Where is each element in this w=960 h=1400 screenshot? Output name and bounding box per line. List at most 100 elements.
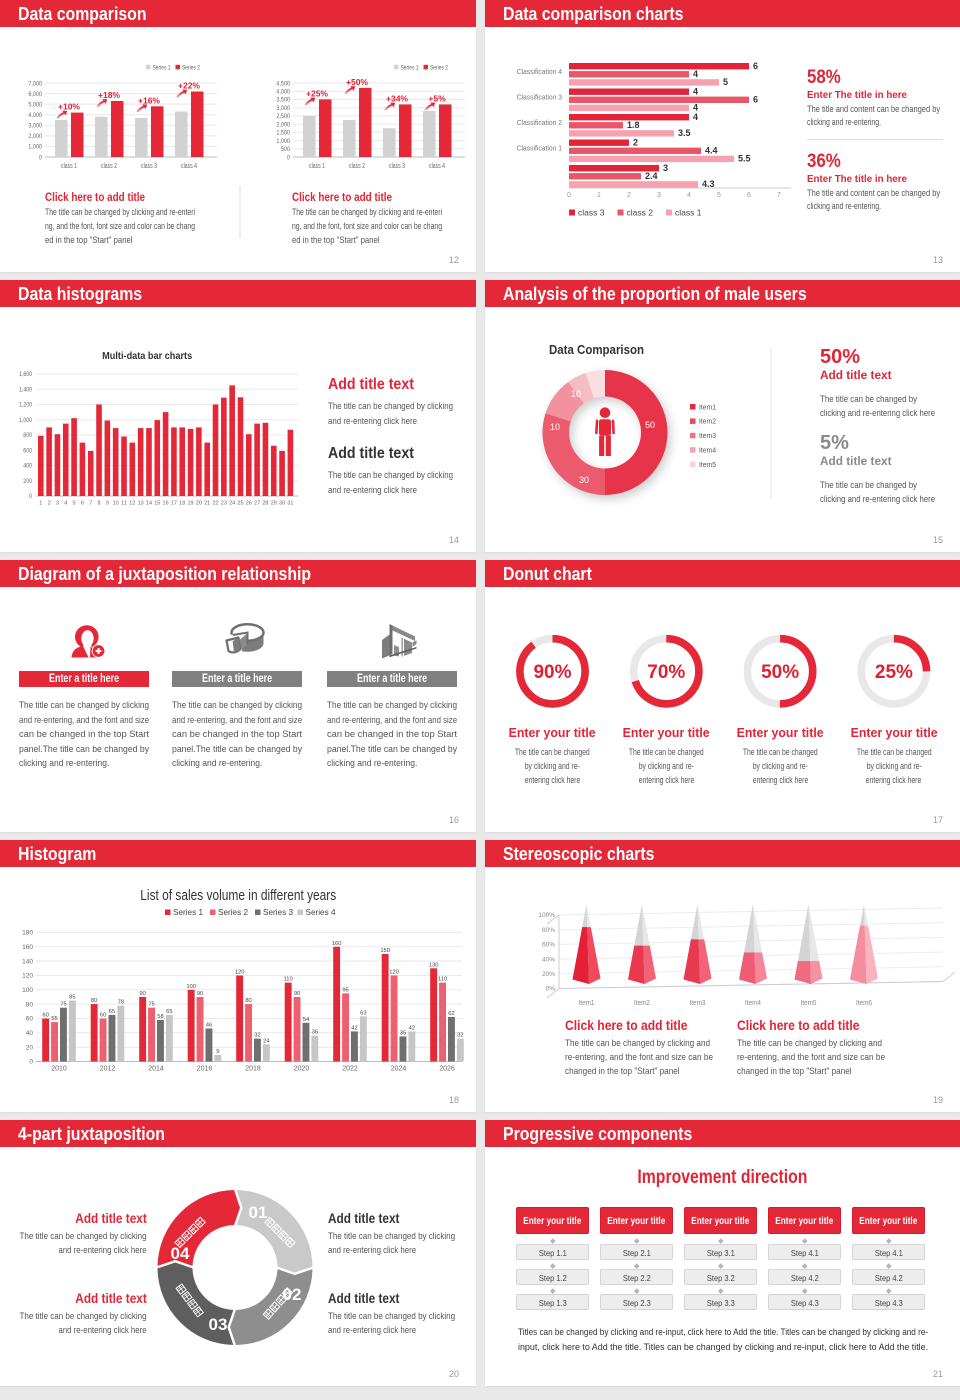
- svg-text:15: 15: [154, 501, 160, 507]
- svg-text:5: 5: [73, 501, 76, 507]
- svg-text:4.4: 4.4: [705, 146, 718, 156]
- svg-text:2026: 2026: [439, 1066, 455, 1073]
- svg-text:Item4: Item4: [745, 1000, 761, 1007]
- svg-text:19: 19: [187, 501, 193, 507]
- svg-text:4: 4: [693, 112, 698, 122]
- svg-text:6: 6: [753, 61, 758, 71]
- svg-text:22: 22: [212, 501, 218, 507]
- svg-text:Item3: Item3: [699, 431, 716, 440]
- svg-text:50%: 50%: [761, 662, 799, 683]
- svg-text:Series 1: Series 1: [401, 65, 419, 72]
- svg-text:16: 16: [163, 501, 169, 507]
- svg-text:+50%: +50%: [346, 77, 368, 87]
- svg-text:Series 2: Series 2: [218, 908, 249, 917]
- svg-text:1,400: 1,400: [19, 386, 32, 393]
- svg-text:11: 11: [121, 501, 127, 507]
- svg-text:100: 100: [22, 987, 33, 994]
- svg-text:42: 42: [409, 1025, 415, 1031]
- svg-text:2: 2: [48, 501, 51, 507]
- svg-text:7: 7: [89, 501, 92, 507]
- svg-text:3,000: 3,000: [28, 123, 42, 130]
- svg-text:160: 160: [22, 944, 33, 951]
- svg-text:65: 65: [109, 1009, 115, 1015]
- svg-text:20%: 20%: [542, 971, 555, 978]
- svg-text:4: 4: [64, 501, 67, 507]
- svg-text:5.5: 5.5: [738, 154, 751, 164]
- svg-text:4.3: 4.3: [702, 179, 715, 189]
- svg-text:110: 110: [284, 977, 293, 983]
- svg-text:23: 23: [221, 501, 227, 507]
- svg-text:2016: 2016: [197, 1066, 213, 1073]
- svg-text:100%: 100%: [538, 912, 555, 919]
- svg-text:2.4: 2.4: [645, 171, 658, 181]
- svg-text:9: 9: [216, 1049, 219, 1055]
- svg-text:class 2: class 2: [349, 163, 365, 170]
- svg-text:58: 58: [157, 1014, 163, 1020]
- svg-text:2,000: 2,000: [28, 133, 42, 140]
- svg-text:60: 60: [100, 1012, 106, 1018]
- svg-text:90: 90: [294, 991, 300, 997]
- svg-text:31: 31: [287, 501, 293, 507]
- svg-text:26: 26: [246, 501, 252, 507]
- svg-text:1.8: 1.8: [627, 120, 640, 130]
- svg-text:80: 80: [26, 1001, 34, 1008]
- svg-text:3: 3: [657, 192, 661, 199]
- svg-text:60: 60: [42, 1012, 48, 1018]
- svg-text:class 2: class 2: [627, 208, 654, 218]
- svg-text:Item1: Item1: [699, 402, 716, 411]
- svg-text:2012: 2012: [100, 1066, 116, 1073]
- svg-text:3,500: 3,500: [276, 97, 290, 104]
- svg-text:25: 25: [237, 501, 243, 507]
- svg-text:1: 1: [597, 192, 601, 199]
- svg-text:Series 3: Series 3: [263, 908, 294, 917]
- svg-text:class 4: class 4: [181, 163, 197, 170]
- svg-text:4: 4: [693, 86, 698, 96]
- svg-text:6: 6: [747, 192, 751, 199]
- svg-text:54: 54: [303, 1017, 310, 1023]
- svg-text:65: 65: [166, 1009, 172, 1015]
- svg-text:27: 27: [254, 501, 260, 507]
- svg-text:2024: 2024: [391, 1066, 407, 1073]
- svg-text:63: 63: [360, 1010, 366, 1016]
- svg-text:14: 14: [146, 501, 152, 507]
- svg-text:42: 42: [351, 1025, 357, 1031]
- svg-text:10: 10: [550, 422, 560, 432]
- svg-text:32: 32: [457, 1033, 463, 1039]
- svg-text:21: 21: [204, 501, 210, 507]
- svg-text:150: 150: [380, 948, 390, 954]
- svg-text:24: 24: [263, 1038, 270, 1044]
- svg-text:Series 1: Series 1: [173, 908, 204, 917]
- svg-text:20: 20: [196, 501, 202, 507]
- svg-text:90: 90: [139, 991, 145, 997]
- svg-text:32: 32: [254, 1033, 260, 1039]
- svg-text:2010: 2010: [51, 1066, 67, 1073]
- svg-text:0: 0: [287, 154, 290, 161]
- svg-text:class 4: class 4: [429, 163, 445, 170]
- svg-text:800: 800: [23, 432, 32, 439]
- svg-text:78: 78: [118, 1000, 124, 1006]
- svg-text:4,000: 4,000: [28, 112, 42, 119]
- svg-text:70%: 70%: [647, 662, 685, 683]
- svg-text:20: 20: [26, 1044, 34, 1051]
- svg-text:Series 1: Series 1: [153, 65, 171, 72]
- svg-text:40: 40: [26, 1030, 34, 1037]
- svg-text:36: 36: [312, 1030, 318, 1036]
- svg-text:3: 3: [663, 163, 668, 173]
- svg-text:Item5: Item5: [699, 460, 716, 469]
- svg-text:3,000: 3,000: [276, 105, 290, 112]
- svg-text:17: 17: [171, 501, 177, 507]
- svg-text:100: 100: [186, 984, 196, 990]
- svg-text:9: 9: [106, 501, 109, 507]
- svg-text:600: 600: [23, 447, 32, 454]
- svg-text:160: 160: [332, 941, 342, 947]
- svg-text:class 1: class 1: [675, 208, 702, 218]
- svg-text:5,000: 5,000: [28, 101, 42, 108]
- svg-text:class 2: class 2: [101, 163, 117, 170]
- svg-text:80: 80: [91, 998, 97, 1004]
- svg-text:2: 2: [633, 137, 638, 147]
- svg-text:10: 10: [571, 389, 581, 399]
- svg-text:500: 500: [281, 146, 290, 153]
- svg-text:1,200: 1,200: [19, 402, 32, 409]
- svg-text:140: 140: [22, 958, 33, 965]
- svg-text:12: 12: [129, 501, 135, 507]
